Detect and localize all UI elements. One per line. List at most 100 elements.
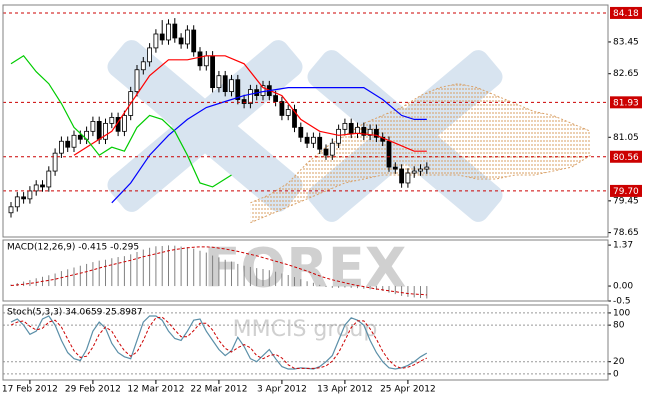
candle-body (424, 166, 430, 170)
candle-body (46, 170, 52, 188)
level-label: 81.93 (613, 98, 639, 108)
candle-body (14, 196, 20, 208)
panel-frame (2, 304, 609, 381)
candle-body (122, 115, 127, 132)
candle-body (405, 172, 411, 184)
candle-body (392, 166, 398, 170)
y-tick-label: 78.65 (613, 228, 639, 238)
stoch-k (10, 315, 428, 370)
y-tick-label: 20 (613, 357, 625, 367)
candle-body (216, 75, 222, 89)
macd-signal (10, 246, 427, 296)
candle-body (203, 55, 209, 67)
candle-body (21, 196, 27, 200)
candle-body (52, 152, 58, 172)
candle-body (65, 140, 71, 148)
indicator-title: Stoch(5,3,3) 34.0659 25.8987 (7, 308, 142, 318)
candle-body (386, 140, 392, 168)
candle-body (109, 117, 115, 124)
indicator-line (73, 55, 427, 156)
x-tick-label: 12 Mar 2012 (127, 385, 184, 395)
level-label-box (610, 6, 642, 19)
candle-body (235, 79, 241, 100)
level-label-box (610, 184, 642, 197)
x-tick-label: 17 Feb 2012 (2, 385, 58, 395)
candle-body (336, 128, 342, 144)
y-tick-label: 100 (613, 308, 630, 318)
indicator-line (111, 86, 427, 204)
candle-body (329, 142, 335, 156)
candle-body (197, 51, 203, 67)
y-tick-label: 0.00 (613, 282, 633, 292)
candle-body (71, 134, 77, 148)
watermark-logo: FOREX (204, 237, 407, 300)
candle-body (191, 29, 197, 53)
y-tick-label: 79.45 (613, 196, 639, 206)
candle-body (248, 89, 253, 104)
candle-body (33, 184, 39, 192)
candle-body (185, 29, 190, 45)
x-tick-label: 13 Apr 2012 (317, 385, 373, 395)
candle-body (172, 23, 178, 39)
panel-frame (2, 4, 609, 238)
candle-body (361, 126, 367, 136)
candle-body (260, 85, 266, 96)
x-tick-label: 29 Feb 2012 (65, 385, 121, 395)
y-tick-label: 81.05 (613, 133, 639, 143)
candle-body (355, 126, 360, 134)
candle-body (411, 170, 417, 174)
candle-body (178, 37, 184, 45)
level-label-box (610, 96, 642, 109)
candle-body (8, 206, 14, 214)
candle-body (40, 184, 45, 188)
level-label: 84.18 (613, 9, 639, 19)
candle-body (222, 75, 228, 93)
indicator-line (10, 55, 232, 188)
plot-area (8, 18, 591, 224)
panel-frame (2, 239, 609, 302)
stoch-d (10, 316, 428, 369)
candle-body (367, 128, 373, 136)
candle-body (103, 122, 108, 140)
candle-body (96, 120, 102, 140)
plot-area (10, 245, 428, 299)
candle-body (292, 109, 297, 128)
candle-body (323, 148, 329, 156)
candle-body (140, 61, 146, 71)
candle-body (134, 69, 140, 93)
x-tick-label: 3 Apr 2012 (257, 385, 307, 395)
candle-body (59, 140, 64, 154)
candle-body (348, 122, 354, 134)
candle-body (159, 33, 165, 41)
candle-body (342, 122, 348, 130)
candle-body (279, 101, 285, 116)
candle-body (298, 126, 304, 138)
candle-body (241, 99, 247, 104)
y-tick-label: -0.5 (613, 297, 631, 307)
candle-body (273, 95, 279, 102)
level-label: 79.70 (613, 187, 639, 197)
candle-body (285, 109, 291, 116)
candle-body (153, 33, 159, 49)
cloud-fill (250, 83, 591, 223)
candle-body (27, 190, 33, 200)
plot-area (10, 315, 428, 370)
y-tick-label: 0 (613, 369, 619, 379)
candle-body (90, 120, 96, 132)
candle-body (418, 168, 423, 172)
watermark-caption: MMCIS group (233, 317, 378, 342)
candle-body (304, 136, 310, 144)
x-tick-label: 22 Mar 2012 (190, 385, 247, 395)
level-label: 80.56 (613, 153, 639, 163)
candle-body (317, 136, 323, 150)
candle-body (166, 23, 171, 41)
x-tick-label: 25 Apr 2012 (380, 385, 436, 395)
cloud-span-a (250, 154, 591, 224)
candle-body (147, 47, 153, 63)
candle-body (77, 134, 83, 140)
candle-body (311, 136, 316, 144)
indicator-title: MACD(12,26,9) -0.415 -0.295 (7, 243, 139, 253)
candle-body (210, 55, 216, 89)
